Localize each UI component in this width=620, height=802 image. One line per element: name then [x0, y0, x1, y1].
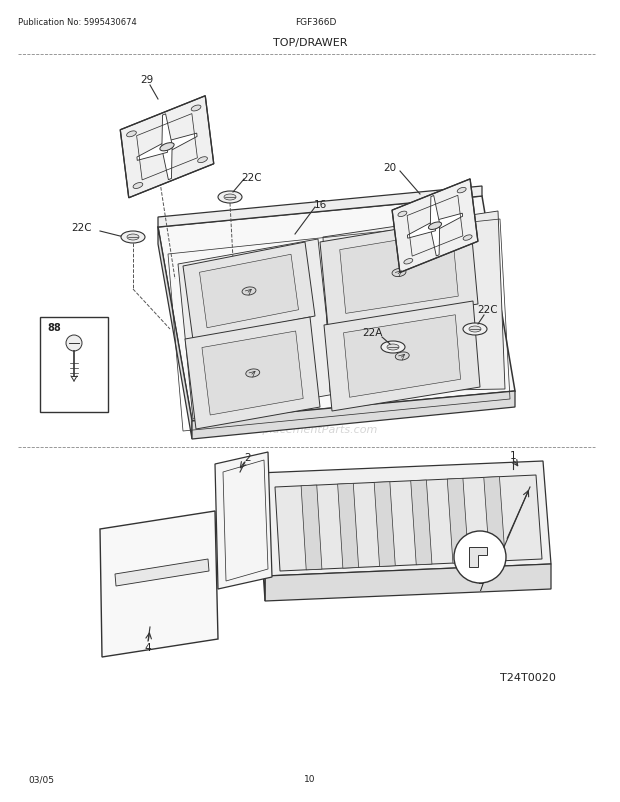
Text: TOP/DRAWER: TOP/DRAWER: [273, 38, 347, 48]
Polygon shape: [407, 221, 435, 239]
Polygon shape: [202, 331, 303, 415]
Polygon shape: [323, 212, 505, 392]
Polygon shape: [301, 485, 322, 570]
Polygon shape: [158, 196, 515, 422]
Ellipse shape: [457, 188, 466, 193]
Polygon shape: [100, 512, 218, 657]
Ellipse shape: [127, 235, 139, 241]
Text: 2: 2: [245, 452, 251, 463]
Polygon shape: [258, 461, 551, 577]
Polygon shape: [215, 452, 272, 589]
Polygon shape: [469, 547, 487, 567]
Ellipse shape: [396, 353, 409, 361]
Polygon shape: [158, 187, 482, 228]
Polygon shape: [192, 391, 515, 439]
Ellipse shape: [463, 323, 487, 335]
Ellipse shape: [191, 106, 201, 111]
Polygon shape: [265, 565, 551, 602]
Ellipse shape: [224, 195, 236, 200]
Ellipse shape: [160, 144, 174, 152]
Text: 03/05: 03/05: [28, 775, 54, 784]
Polygon shape: [320, 217, 478, 327]
Ellipse shape: [392, 269, 406, 277]
Polygon shape: [178, 240, 335, 419]
Polygon shape: [183, 243, 315, 341]
Polygon shape: [430, 225, 440, 257]
Polygon shape: [338, 484, 358, 569]
Text: 29: 29: [140, 75, 154, 85]
Polygon shape: [374, 482, 396, 567]
Text: 4: 4: [144, 642, 151, 652]
Polygon shape: [120, 96, 214, 199]
Ellipse shape: [404, 259, 413, 265]
Ellipse shape: [198, 157, 208, 164]
Ellipse shape: [242, 288, 256, 296]
Text: FGF366D: FGF366D: [295, 18, 337, 27]
Polygon shape: [185, 318, 320, 429]
Text: Publication No: 5995430674: Publication No: 5995430674: [18, 18, 137, 27]
Polygon shape: [340, 232, 458, 314]
Ellipse shape: [428, 223, 441, 230]
Polygon shape: [410, 480, 432, 565]
Text: 22C: 22C: [477, 305, 498, 314]
Text: T24T0020: T24T0020: [500, 672, 556, 683]
Ellipse shape: [66, 335, 82, 351]
Text: 16: 16: [313, 200, 327, 210]
Text: 20: 20: [383, 163, 397, 172]
Polygon shape: [435, 214, 463, 232]
Polygon shape: [162, 115, 172, 150]
Ellipse shape: [398, 212, 407, 217]
Text: 22A: 22A: [362, 327, 382, 338]
Polygon shape: [275, 476, 542, 571]
Ellipse shape: [463, 236, 472, 241]
Text: 10: 10: [304, 775, 316, 784]
Polygon shape: [162, 145, 172, 180]
Text: 88: 88: [47, 322, 61, 333]
Polygon shape: [167, 134, 197, 153]
Ellipse shape: [387, 345, 399, 350]
Text: 22C: 22C: [72, 223, 92, 233]
Polygon shape: [343, 315, 461, 398]
Text: eReplacementParts.com: eReplacementParts.com: [242, 424, 378, 435]
Ellipse shape: [121, 232, 145, 244]
Text: 22C: 22C: [242, 172, 262, 183]
Polygon shape: [137, 142, 167, 161]
Ellipse shape: [381, 342, 405, 354]
Text: 1: 1: [510, 451, 516, 460]
Bar: [40, 318, 108, 412]
Polygon shape: [392, 180, 478, 273]
Polygon shape: [258, 473, 265, 602]
Polygon shape: [484, 477, 505, 561]
Ellipse shape: [469, 326, 481, 333]
Polygon shape: [200, 255, 298, 328]
Polygon shape: [115, 559, 209, 586]
Text: 7: 7: [477, 582, 484, 592]
Ellipse shape: [126, 132, 136, 138]
Polygon shape: [447, 479, 469, 563]
Circle shape: [454, 532, 506, 583]
Ellipse shape: [246, 370, 260, 378]
Ellipse shape: [133, 184, 143, 189]
Polygon shape: [430, 196, 440, 229]
Polygon shape: [324, 302, 480, 411]
Ellipse shape: [218, 192, 242, 204]
Polygon shape: [158, 228, 192, 439]
